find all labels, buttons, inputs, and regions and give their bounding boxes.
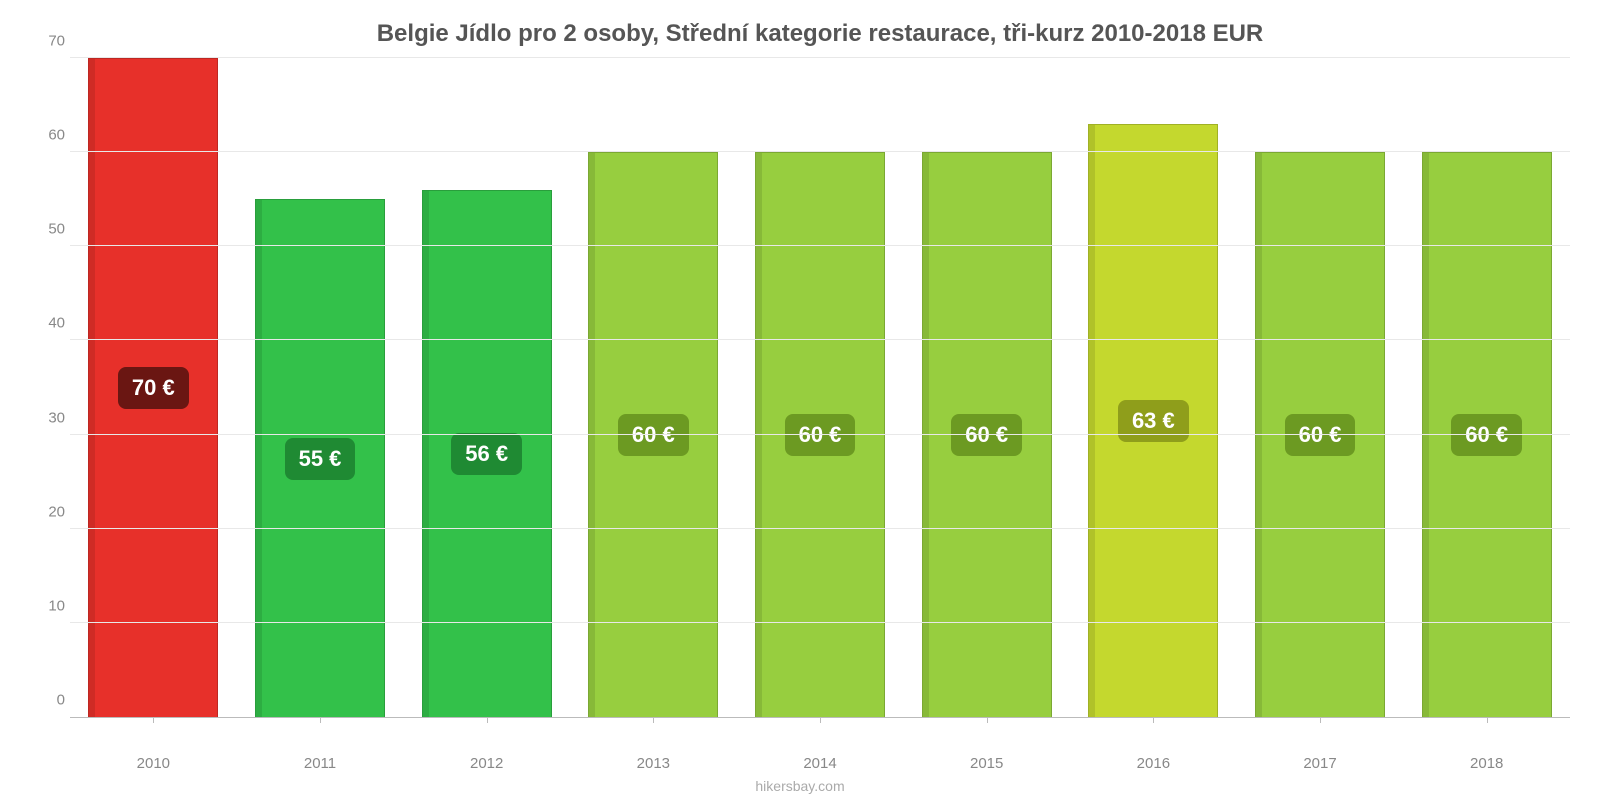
x-tick [987,717,988,723]
bar-slot: 60 € [570,58,737,717]
y-tick-label: 20 [25,503,65,520]
value-badge: 60 € [951,414,1022,456]
x-axis-label: 2017 [1237,755,1404,772]
bar-shade [1423,153,1429,717]
x-tick [1153,717,1154,723]
x-tick [820,717,821,723]
bar-shade [1256,153,1262,717]
x-tick [153,717,154,723]
gridline [70,151,1570,152]
value-badge: 55 € [285,438,356,480]
gridline [70,434,1570,435]
bars-container: 70 € 55 € 56 € 60 € 60 € 60 € 63 € 60 € 60 € [70,58,1570,717]
bar-shade [256,200,262,717]
x-axis-label: 2014 [737,755,904,772]
bar: 55 € [255,199,385,717]
gridline [70,57,1570,58]
x-tick [320,717,321,723]
bar-shade [756,153,762,717]
x-tick [653,717,654,723]
bar-shade [923,153,929,717]
bar-slot: 70 € [70,58,237,717]
bar: 60 € [588,152,718,717]
x-axis-labels: 201020112012201320142015201620172018 [70,755,1570,772]
y-tick-label: 10 [25,597,65,614]
bar: 60 € [755,152,885,717]
gridline [70,339,1570,340]
x-axis-label: 2018 [1403,755,1570,772]
bar: 60 € [1422,152,1552,717]
value-badge: 60 € [785,414,856,456]
y-tick-label: 50 [25,221,65,238]
value-badge: 60 € [1285,414,1356,456]
y-tick-label: 40 [25,315,65,332]
y-tick-label: 0 [25,692,65,709]
chart-title: Belgie Jídlo pro 2 osoby, Střední katego… [70,20,1570,48]
gridline [70,528,1570,529]
x-axis-label: 2015 [903,755,1070,772]
x-axis-label: 2011 [237,755,404,772]
x-tick [487,717,488,723]
bar: 63 € [1088,124,1218,717]
bar-slot: 63 € [1070,58,1237,717]
bar-slot: 55 € [237,58,404,717]
bar-shade [589,153,595,717]
bar: 70 € [88,58,218,717]
bar-shade [423,191,429,717]
bar: 56 € [422,190,552,717]
bar-slot: 60 € [1237,58,1404,717]
value-badge: 60 € [618,414,689,456]
bar-slot: 56 € [403,58,570,717]
bar: 60 € [922,152,1052,717]
x-axis-label: 2013 [570,755,737,772]
chart-container: Belgie Jídlo pro 2 osoby, Střední katego… [0,0,1600,800]
value-badge: 60 € [1451,414,1522,456]
bar: 60 € [1255,152,1385,717]
bar-slot: 60 € [903,58,1070,717]
y-tick-label: 60 [25,127,65,144]
gridline [70,245,1570,246]
bar-slot: 60 € [1403,58,1570,717]
gridline [70,622,1570,623]
y-tick-label: 30 [25,409,65,426]
bar-shade [1089,125,1095,717]
source-label: hikersbay.com [0,778,1600,794]
x-tick [1487,717,1488,723]
value-badge: 70 € [118,367,189,409]
value-badge: 63 € [1118,400,1189,442]
x-axis-label: 2010 [70,755,237,772]
plot-area: 70 €55 €56 €60 €60 €60 €63 €60 €60 € 010… [70,58,1570,718]
bar-slot: 60 € [737,58,904,717]
bar-shade [89,59,95,717]
y-tick-label: 70 [25,33,65,50]
value-badge: 56 € [451,433,522,475]
x-axis-label: 2016 [1070,755,1237,772]
x-tick [1320,717,1321,723]
x-axis-label: 2012 [403,755,570,772]
